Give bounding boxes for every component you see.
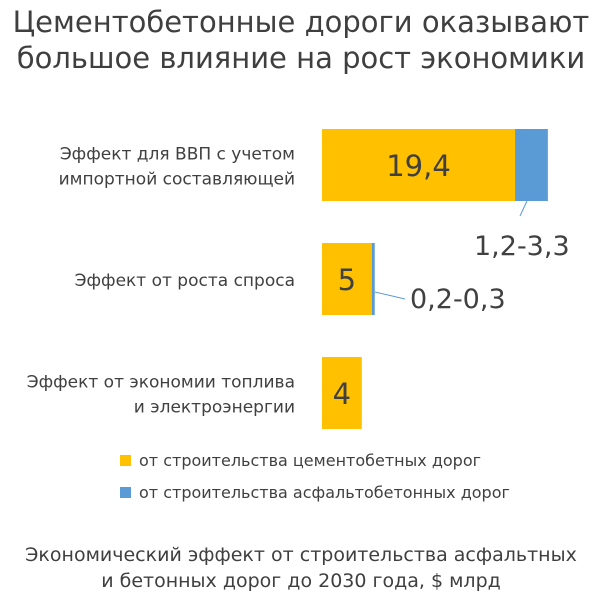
chart-title-line-1: Цементобетонные дороги оказывают bbox=[12, 5, 590, 39]
category-label-3-line-2: и электроэнергии bbox=[134, 398, 295, 418]
chart-footnote-line-1: Экономический эффект от строительства ас… bbox=[25, 544, 577, 566]
data-label-cement-1: 19,4 bbox=[386, 149, 451, 183]
bar-cement-3 bbox=[322, 357, 362, 429]
data-label-cement-3: 4 bbox=[333, 377, 351, 411]
bar-asphalt-1 bbox=[515, 129, 548, 201]
category-label-1-line-2: импортной составляющей bbox=[59, 170, 295, 190]
category-label-3-line-1: Эффект от экономии топлива bbox=[27, 373, 295, 393]
legend-swatch-asphalt bbox=[120, 487, 131, 498]
bar-cement-2 bbox=[322, 243, 372, 315]
chart-footnote: Экономический эффект от строительства ас… bbox=[0, 542, 602, 594]
chart-title-line-2: большое влияние на рост экономики bbox=[16, 41, 586, 75]
bar-asphalt-2 bbox=[371, 243, 375, 315]
legend-label-asphalt: от строительства асфальтобетонных дорог bbox=[139, 483, 510, 502]
data-label-asphalt-1: 1,2-3,3 bbox=[474, 231, 570, 262]
category-label-2-line-1: Эффект от роста спроса bbox=[75, 271, 295, 291]
data-label-cement-2: 5 bbox=[338, 263, 356, 297]
leader-line-asphalt-2 bbox=[374, 291, 406, 300]
legend-swatch-cement bbox=[120, 455, 131, 466]
chart-title: Цементобетонные дороги оказывают большое… bbox=[0, 4, 602, 76]
category-label-1-line-1: Эффект для ВВП с учетом bbox=[60, 145, 295, 165]
bar-cement-1 bbox=[322, 129, 516, 201]
chart-footnote-line-2: и бетонных дорог до 2030 года, $ млрд bbox=[101, 570, 501, 592]
leader-line-asphalt-1 bbox=[519, 200, 528, 217]
legend-label-cement: от строительства цементобетных дорог bbox=[139, 451, 481, 470]
data-label-asphalt-2: 0,2-0,3 bbox=[410, 284, 506, 315]
